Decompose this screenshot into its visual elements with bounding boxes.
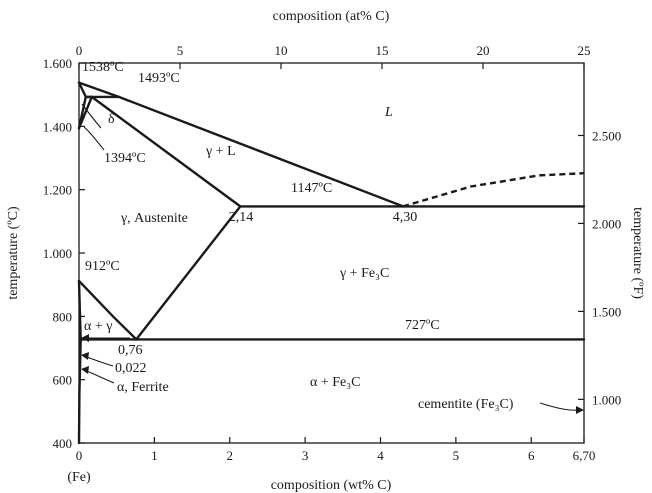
t1394-leader [83,126,105,151]
label-cementite: cementite (Fe₃C) [418,397,514,412]
label-2-14: 2,14 [229,210,254,225]
delta-leader [81,103,102,129]
phase-line-liquidus-right [402,172,585,208]
left-tick-label: 800 [53,309,73,324]
left-axis-ticks: 400 600 800 1.000 1.200 1.400 1.600 [43,56,85,451]
bottom-tick-label: 1 [151,448,158,463]
left-tick-label: 1.400 [43,119,72,134]
phase-line-ferrite-solvus [77,338,82,445]
right-tick-label: 2.500 [592,128,621,143]
label-alpha-plus-fe3c: α + Fe₃C [310,375,360,390]
right-axis-ticks: 1.000 1.500 2.000 2.500 [578,128,621,407]
top-tick-label: 5 [177,43,184,58]
bottom-tick-label: 3 [302,448,309,463]
label-alpha-plus-gamma: α + γ [84,319,112,334]
phase-line-acm-line [135,205,242,341]
left-tick-label: 1.000 [43,246,72,261]
phase-boundaries [77,81,586,445]
label-4-30: 4,30 [393,210,418,225]
top-tick-label: 15 [376,43,389,58]
bottom-tick-label: 6 [528,448,535,463]
bottom-tick-label: 4 [377,448,384,463]
fe-origin-label: (Fe) [67,470,91,485]
top-tick-label: 20 [477,43,490,58]
right-tick-label: 1.000 [592,392,621,407]
left-tick-label: 1.200 [43,183,72,198]
label-0-76: 0,76 [118,343,143,358]
label-1493c: 1493ºC [138,71,180,86]
top-axis-title: composition (at% C) [273,9,390,24]
left-axis-title: temperature (ºC) [6,206,21,300]
top-axis-ticks: 0 5 10 15 20 25 [76,43,591,69]
label-1394c: 1394ºC [104,151,146,166]
ferrite-leader [83,369,115,384]
alpha-gamma-arrow [81,334,89,342]
cementite-leader [539,402,581,411]
label-delta: δ [108,112,115,127]
label-liquid: L [384,105,393,120]
cementite-arrow [576,406,584,414]
c0022-leader [83,355,114,367]
right-tick-label: 2.000 [592,216,621,231]
bottom-axis-title: composition (wt% C) [271,478,392,493]
bottom-axis-ticks: 0 1 2 3 4 5 6 6,70 [76,437,596,463]
bottom-tick-label: 6,70 [573,448,596,463]
c0022-arrow [81,352,89,360]
label-ferrite: α, Ferrite [117,380,169,395]
ferrite-arrow [81,366,89,374]
label-0-022: 0,022 [115,361,147,376]
phase-line-alpha-solvus [77,279,82,341]
label-1538c: 1538ºC [82,60,124,75]
phase-line-delta-solidus [77,81,88,99]
phase-line-gamma-delta-boundary [77,95,94,130]
label-gamma-plus-fe3c: γ + Fe₃C [339,266,389,281]
label-727c: 727ºC [405,318,440,333]
top-tick-label: 0 [76,43,83,58]
bottom-tick-label: 5 [453,448,460,463]
right-tick-label: 1.500 [592,304,621,319]
phase-line-a3-line [77,279,138,341]
label-1147c: 1147ºC [291,181,332,196]
label-austenite: γ, Austenite [120,211,188,226]
bottom-tick-label: 0 [76,448,83,463]
label-912c: 912ºC [85,259,120,274]
phase-line-liquidus-left [77,81,405,208]
top-tick-label: 10 [275,43,288,58]
right-axis-title: temperature (ºF) [630,207,645,299]
left-tick-label: 1.600 [43,56,72,71]
left-tick-label: 400 [53,436,73,451]
phase-line-austenite-solidus [90,95,242,208]
bottom-tick-label: 2 [226,448,233,463]
top-tick-label: 25 [578,43,591,58]
label-gamma-plus-l: γ + L [205,144,236,159]
left-tick-label: 600 [53,373,73,388]
